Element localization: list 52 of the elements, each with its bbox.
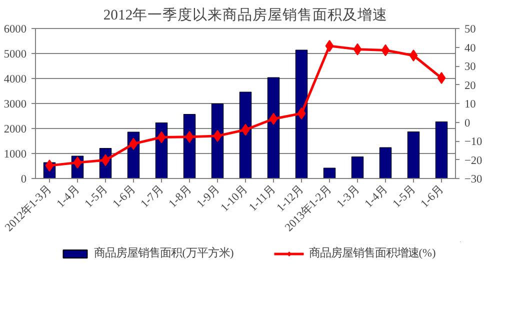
x-tick-label: 1-11月 [247,183,278,214]
bar [295,50,308,178]
point [353,43,362,56]
y-tick-label: 2000 [4,124,27,136]
x-tick-label: 1-8月 [166,183,194,210]
bar [407,132,420,178]
x-tick-label: 1-4月 [54,183,82,210]
bar [351,156,364,178]
point [409,50,418,62]
point [129,138,138,150]
y2-tick-label: 0 [464,117,470,130]
x-tick-label: 1-5月 [390,183,418,210]
bar [211,104,224,178]
bar [267,77,280,178]
point [297,107,306,120]
y2-tick-label: −30 [464,174,483,186]
y2-tick-label: 40 [464,42,476,54]
y2-tick-label: 20 [464,80,476,92]
y2-tick-label: −10 [464,136,483,148]
y2-tick-label: 10 [464,98,476,110]
y-tick-label: 4000 [4,74,27,86]
y2-tick-label: −20 [464,154,483,167]
y2-tick-label: 50 [464,24,476,36]
x-tick-label: 1-7月 [138,183,166,210]
x-tick-label: 1-6月 [418,183,446,210]
y-tick-label: 5000 [4,48,27,60]
bar [435,122,448,178]
point [241,124,250,136]
point [185,130,194,143]
point [325,40,334,52]
point [437,72,446,84]
x-tick-label: 1-4月 [362,183,390,210]
bar [379,147,392,178]
y2-tick-label: 30 [464,61,476,73]
y-tick-label: 6000 [4,24,27,36]
x-tick-label: 1-3月 [334,183,362,210]
x-tick-label: 1-6月 [110,183,138,210]
chart-title: 2012年一季度以来商品房屋销售面积及增速 [103,6,388,24]
x-tick-label: 1-5月 [82,183,110,210]
y-tick-label: 1000 [4,148,27,160]
y-tick-label: 0 [20,174,27,186]
point [157,131,166,144]
legend-label: 商品房屋销售面积增速(%) [308,246,436,260]
y-tick-label: 3000 [4,98,27,110]
legend-label: 商品房屋销售面积(万平方米) [94,246,234,260]
bar [239,92,252,178]
point [213,130,222,142]
bar [323,168,336,178]
bar [183,114,196,178]
point [381,44,390,56]
bar [155,122,168,178]
point [269,112,278,125]
